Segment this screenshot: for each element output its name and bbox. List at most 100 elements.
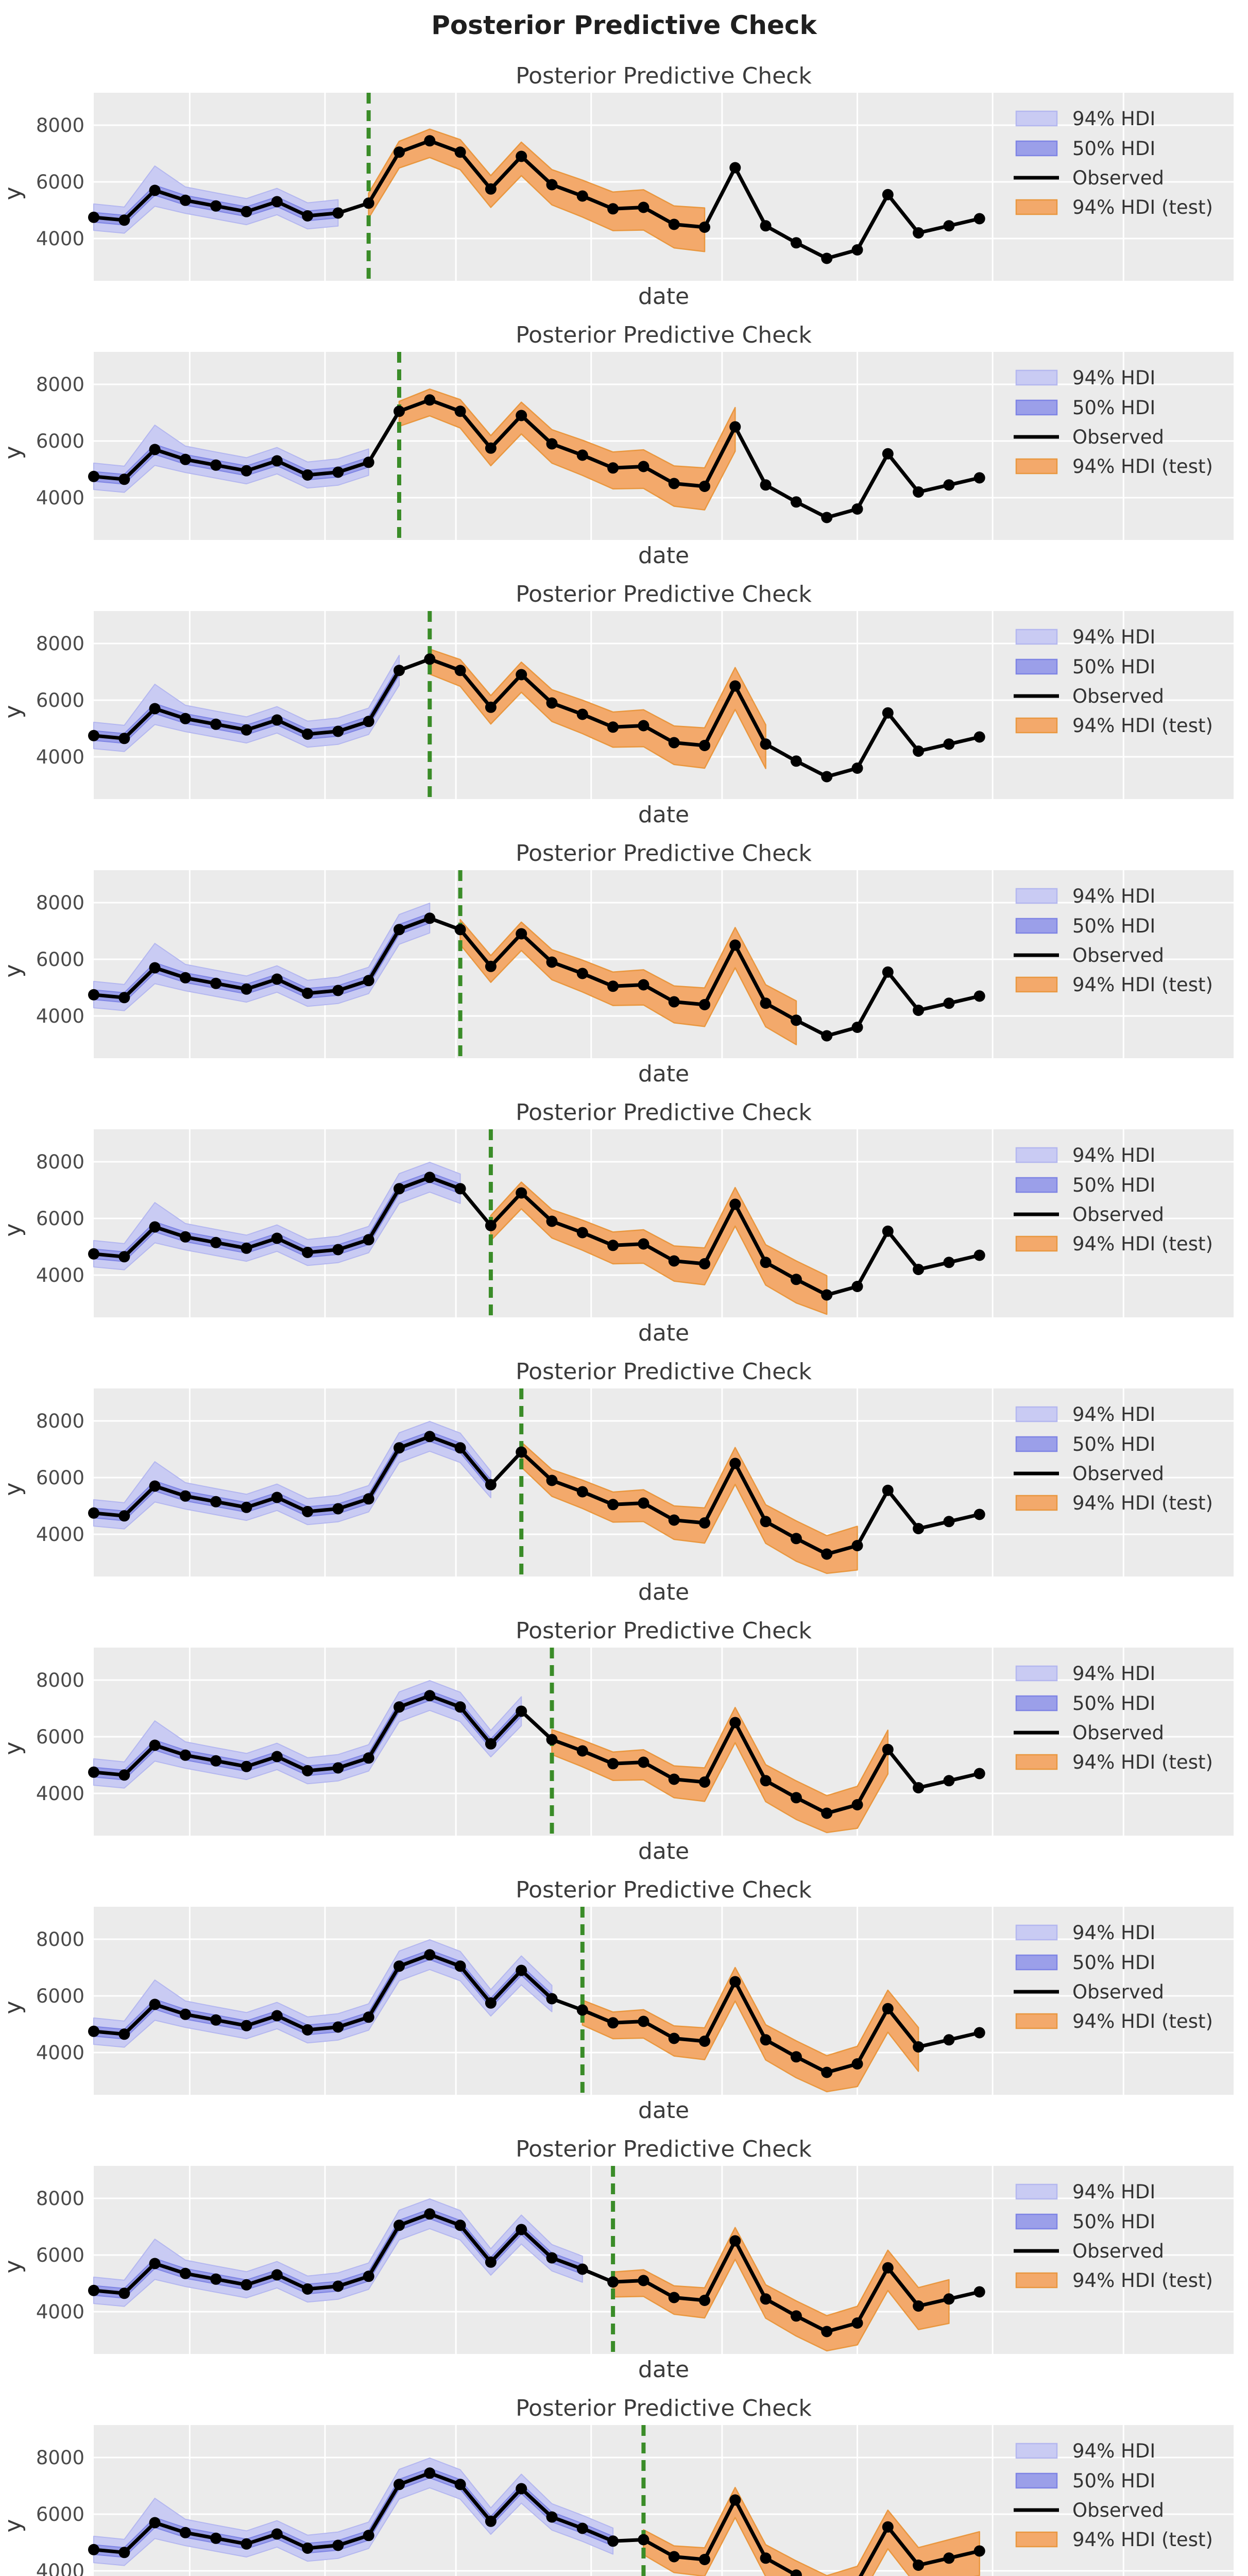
observed-point-2021-07-04: [729, 2494, 741, 2506]
observed-point-2021-08-29: [973, 2027, 985, 2039]
observed-point-2021-08-29: [973, 1768, 985, 1780]
y-tick-label-4000: 4000: [36, 487, 84, 509]
observed-point-2021-07-18: [790, 2569, 802, 2576]
subplot-canvas-9: 4000 6000 8000 y Posterior Predictive Check 9…: [0, 2136, 1234, 2380]
observed-point-2021-04-25: [424, 2467, 436, 2479]
observed-point-2021-04-18: [394, 2219, 405, 2231]
observed-point-2021-07-25: [821, 252, 833, 264]
observed-point-2021-08-22: [943, 479, 955, 491]
observed-point-2021-03-21: [271, 973, 283, 985]
subplot-canvas-1: 4000 6000 8000 y Posterior Predictive Check 9…: [0, 63, 1234, 307]
observed-point-2021-02-14: [118, 1251, 130, 1263]
legend-swatch-hdi50: [1015, 1436, 1058, 1452]
observed-point-2021-05-09: [485, 1738, 497, 1750]
y-axis-label: y: [0, 1223, 26, 1236]
observed-point-2021-08-01: [851, 2058, 863, 2070]
subplot-canvas-4: 4000 6000 8000 y Posterior Predictive Check 9…: [0, 840, 1234, 1084]
legend: 94% HDI 50% HDI Observed 94% HDI (test): [1014, 1144, 1213, 1255]
observed-point-2021-05-16: [516, 2224, 527, 2235]
observed-point-2021-05-23: [546, 697, 558, 709]
legend-label-3: Observed: [1072, 685, 1164, 707]
observed-point-2021-08-15: [913, 745, 925, 757]
y-tick-label-8000: 8000: [36, 1410, 84, 1432]
observed-point-2021-07-11: [760, 1516, 772, 1528]
observed-point-2021-03-28: [302, 2543, 314, 2554]
observed-point-2021-05-02: [454, 665, 466, 676]
legend-swatch-hdi94: [1015, 2443, 1058, 2459]
legend-label-3: Observed: [1072, 167, 1164, 189]
legend-label-1: 94% HDI: [1072, 1663, 1155, 1685]
legend: 94% HDI 50% HDI Observed 94% HDI (test): [1014, 108, 1213, 218]
observed-point-2021-03-28: [302, 1506, 314, 1517]
observed-point-2021-06-20: [668, 2032, 680, 2044]
observed-point-2021-03-28: [302, 988, 314, 999]
subplot-canvas-8: 4000 6000 8000 y Posterior Predictive Check 9…: [0, 1877, 1234, 2121]
legend-label-1: 94% HDI: [1072, 626, 1155, 648]
observed-point-2021-06-06: [607, 203, 619, 215]
legend-swatch-hdi94-test: [1015, 1754, 1058, 1770]
legend-label-2: 50% HDI: [1072, 2470, 1155, 2492]
legend-swatch-hdi94-test: [1015, 458, 1058, 474]
observed-point-2021-04-18: [394, 2479, 405, 2490]
y-axis-label: y: [0, 187, 26, 200]
observed-point-2021-07-18: [790, 1014, 802, 1026]
plot-area: [94, 611, 1234, 799]
subplot-canvas-3: 4000 6000 8000 y Posterior Predictive Check 9…: [0, 581, 1234, 825]
observed-point-2021-04-25: [424, 912, 436, 924]
observed-point-2021-08-29: [973, 213, 985, 225]
observed-point-2021-08-22: [943, 997, 955, 1009]
legend-swatch-hdi94-test: [1015, 717, 1058, 734]
legend-label-3: Observed: [1072, 2499, 1164, 2521]
observed-point-2021-06-27: [699, 999, 710, 1010]
legend-label-4: 94% HDI (test): [1072, 455, 1213, 478]
subplots-container: 4000 6000 8000 y Posterior Predictive Check 9…: [0, 47, 1248, 2576]
legend-label-2: 50% HDI: [1072, 1433, 1155, 1455]
observed-point-2021-08-29: [973, 2545, 985, 2557]
observed-point-2021-06-13: [638, 2275, 649, 2286]
observed-point-2021-08-08: [882, 189, 894, 200]
legend-swatch-hdi50: [1015, 1177, 1058, 1193]
observed-point-2021-08-01: [851, 1281, 863, 1292]
legend-swatch-hdi94-test: [1015, 976, 1058, 993]
observed-point-2021-08-22: [943, 2034, 955, 2046]
observed-point-2021-04-11: [363, 1752, 374, 1764]
observed-point-2021-04-25: [424, 1431, 436, 1443]
observed-point-2021-08-29: [973, 990, 985, 1002]
hdi94-test-band: [429, 648, 766, 769]
observed-point-2021-06-20: [668, 737, 680, 749]
observed-point-2021-08-22: [943, 1257, 955, 1268]
observed-point-2021-02-21: [149, 1998, 161, 2010]
y-tick-label-6000: 6000: [36, 1985, 84, 2007]
plot-area: [94, 93, 1234, 281]
observed-point-2021-06-27: [699, 1517, 710, 1529]
observed-point-2021-07-18: [790, 755, 802, 767]
observed-point-2021-05-30: [576, 2263, 588, 2275]
observed-point-2021-08-15: [913, 227, 925, 239]
observed-point-2021-08-15: [913, 1005, 925, 1016]
observed-point-2021-07-25: [821, 2326, 833, 2337]
observed-point-2021-05-23: [546, 2252, 558, 2264]
observed-point-2021-08-22: [943, 1775, 955, 1787]
observed-point-2021-04-25: [424, 1949, 436, 1961]
observed-point-2021-06-13: [638, 1238, 649, 1250]
observed-point-2021-02-21: [149, 1739, 161, 1751]
y-tick-label-6000: 6000: [36, 1208, 84, 1230]
observed-point-2021-05-09: [485, 1219, 497, 1231]
observed-point-2021-03-28: [302, 728, 314, 740]
observed-point-2021-04-11: [363, 2011, 374, 2023]
observed-point-2021-06-06: [607, 2017, 619, 2029]
observed-point-2021-06-27: [699, 481, 710, 492]
legend: 94% HDI 50% HDI Observed 94% HDI (test): [1014, 1663, 1213, 1773]
observed-point-2021-07-11: [760, 1257, 772, 1268]
observed-point-2021-02-21: [149, 2517, 161, 2529]
y-tick-label-8000: 8000: [36, 2188, 84, 2210]
observed-point-2021-08-22: [943, 220, 955, 232]
legend: 94% HDI 50% HDI Observed 94% HDI (test): [1014, 1403, 1213, 1514]
observed-point-2021-08-15: [913, 2300, 925, 2312]
observed-point-2021-04-04: [332, 1244, 344, 1256]
legend-label-2: 50% HDI: [1072, 1174, 1155, 1196]
observed-point-2021-02-07: [88, 2544, 99, 2555]
subplot-title: Posterior Predictive Check: [516, 1099, 812, 1126]
observed-point-2021-07-11: [760, 2552, 772, 2564]
observed-point-2021-05-30: [576, 1486, 588, 1498]
